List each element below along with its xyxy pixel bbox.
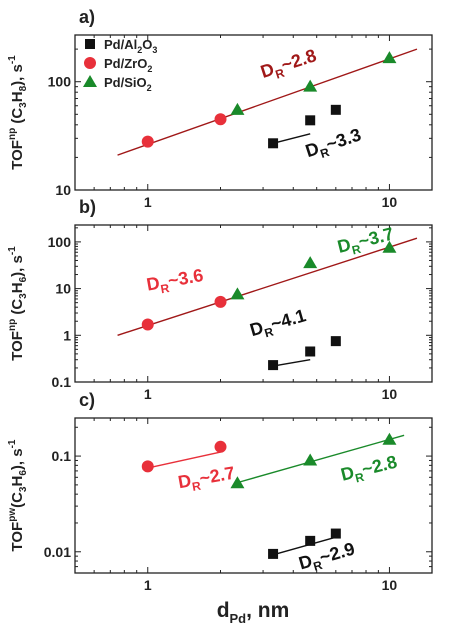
slope-annotation: DR~2.9	[296, 539, 358, 578]
legend-label: Pd/ZrO2	[104, 56, 152, 74]
fit-line	[272, 536, 337, 556]
fit-line	[234, 434, 405, 484]
x-axis-label: dPd, nm	[217, 599, 290, 626]
y-tick-label: 100	[48, 74, 72, 90]
legend-label: Pd/SiO2	[104, 75, 152, 93]
legend-entry: Pd/SiO2	[83, 75, 152, 93]
x-tick-label: 10	[382, 577, 398, 593]
data-point-square	[268, 138, 279, 149]
x-axis-title: dPd, nm	[217, 599, 290, 626]
chart-panel-2: 1 10 0.1 1 10 100 b) TOFnp (C3H6), s-1 DR~3.6 DR~…	[7, 197, 433, 402]
x-tick-label: 10	[382, 386, 398, 402]
data-point-circle	[141, 460, 154, 473]
legend-label: Pd/Al2O3	[104, 37, 157, 55]
data-point-triangle	[382, 51, 397, 64]
slope-annotation: DR~3.6	[145, 265, 206, 299]
chart-panel-1: 1 10 10 100 a) TOFnp (C3H8), s-1 DR~2.8 DR~3.3	[7, 7, 433, 210]
data-point-square	[268, 360, 279, 371]
data-point-triangle	[230, 102, 245, 115]
legend-entry: Pd/ZrO2	[84, 56, 152, 74]
data-point-triangle	[230, 476, 245, 489]
fit-line	[272, 133, 311, 144]
data-point-triangle	[303, 256, 318, 269]
fit-line	[142, 451, 221, 470]
fit-line	[117, 48, 418, 156]
data-point-circle	[214, 440, 227, 453]
legend-marker	[84, 57, 96, 69]
data-point-circle	[141, 135, 154, 148]
data-point-circle	[214, 113, 227, 126]
data-point-triangle	[382, 432, 397, 445]
slope-annotation: DR~3.3	[303, 125, 365, 166]
x-tick-label: 1	[144, 577, 152, 593]
data-point-square	[305, 535, 316, 546]
y-axis-label: TOFnp (C3H6), s-1	[7, 246, 29, 361]
legend-marker	[83, 75, 97, 87]
y-tick-label: 10	[55, 281, 71, 297]
legend-entry: Pd/Al2O3	[85, 37, 157, 55]
y-tick-label: 0.1	[52, 374, 72, 390]
y-tick-label: 100	[48, 234, 72, 250]
slope-annotation: DR~2.8	[339, 452, 400, 489]
data-point-circle	[141, 318, 154, 331]
slope-annotation: DR~4.1	[248, 305, 310, 344]
chart-panel-3: 1 10 0.01 0.1 c) TOFpw(C3H6), s-1 DR~2.7 DR~2.8…	[7, 390, 433, 593]
x-tick-label: 1	[144, 194, 152, 210]
data-point-square	[330, 528, 341, 539]
data-point-triangle	[382, 240, 397, 253]
plot-frame	[74, 417, 433, 574]
y-tick-label: 0.01	[44, 544, 71, 560]
data-point-triangle	[303, 79, 318, 92]
fit-line	[272, 359, 311, 367]
panel-label: c)	[79, 390, 95, 410]
data-point-square	[330, 104, 341, 115]
y-tick-label: 1	[63, 327, 71, 343]
data-point-square	[305, 115, 316, 126]
plot-frame	[74, 34, 433, 191]
y-axis-label: TOFnp (C3H8), s-1	[7, 55, 29, 170]
slope-annotation: DR~2.7	[176, 463, 237, 497]
x-tick-label: 10	[382, 194, 398, 210]
panel-label: b)	[79, 197, 96, 217]
data-point-square	[268, 548, 279, 559]
data-point-triangle	[230, 287, 245, 300]
data-point-triangle	[303, 453, 318, 466]
data-point-square	[305, 346, 316, 357]
slope-annotation: DR~2.8	[258, 45, 320, 86]
fit-line	[117, 237, 418, 336]
data-point-square	[330, 336, 341, 347]
plot-frame	[74, 224, 433, 383]
panel-label: a)	[79, 7, 95, 27]
data-point-circle	[214, 295, 227, 308]
y-tick-label: 10	[55, 182, 71, 198]
y-tick-label: 0.1	[52, 448, 72, 464]
legend-marker	[85, 39, 95, 49]
y-axis-label: TOFpw(C3H6), s-1	[7, 439, 29, 551]
x-tick-label: 1	[144, 386, 152, 402]
